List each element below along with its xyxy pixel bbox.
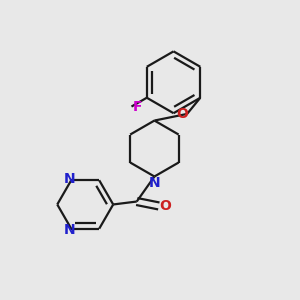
Text: O: O — [159, 199, 171, 213]
Text: N: N — [64, 172, 76, 186]
Text: N: N — [64, 223, 76, 237]
Text: N: N — [148, 176, 160, 190]
Text: O: O — [176, 107, 188, 121]
Text: F: F — [133, 100, 143, 114]
